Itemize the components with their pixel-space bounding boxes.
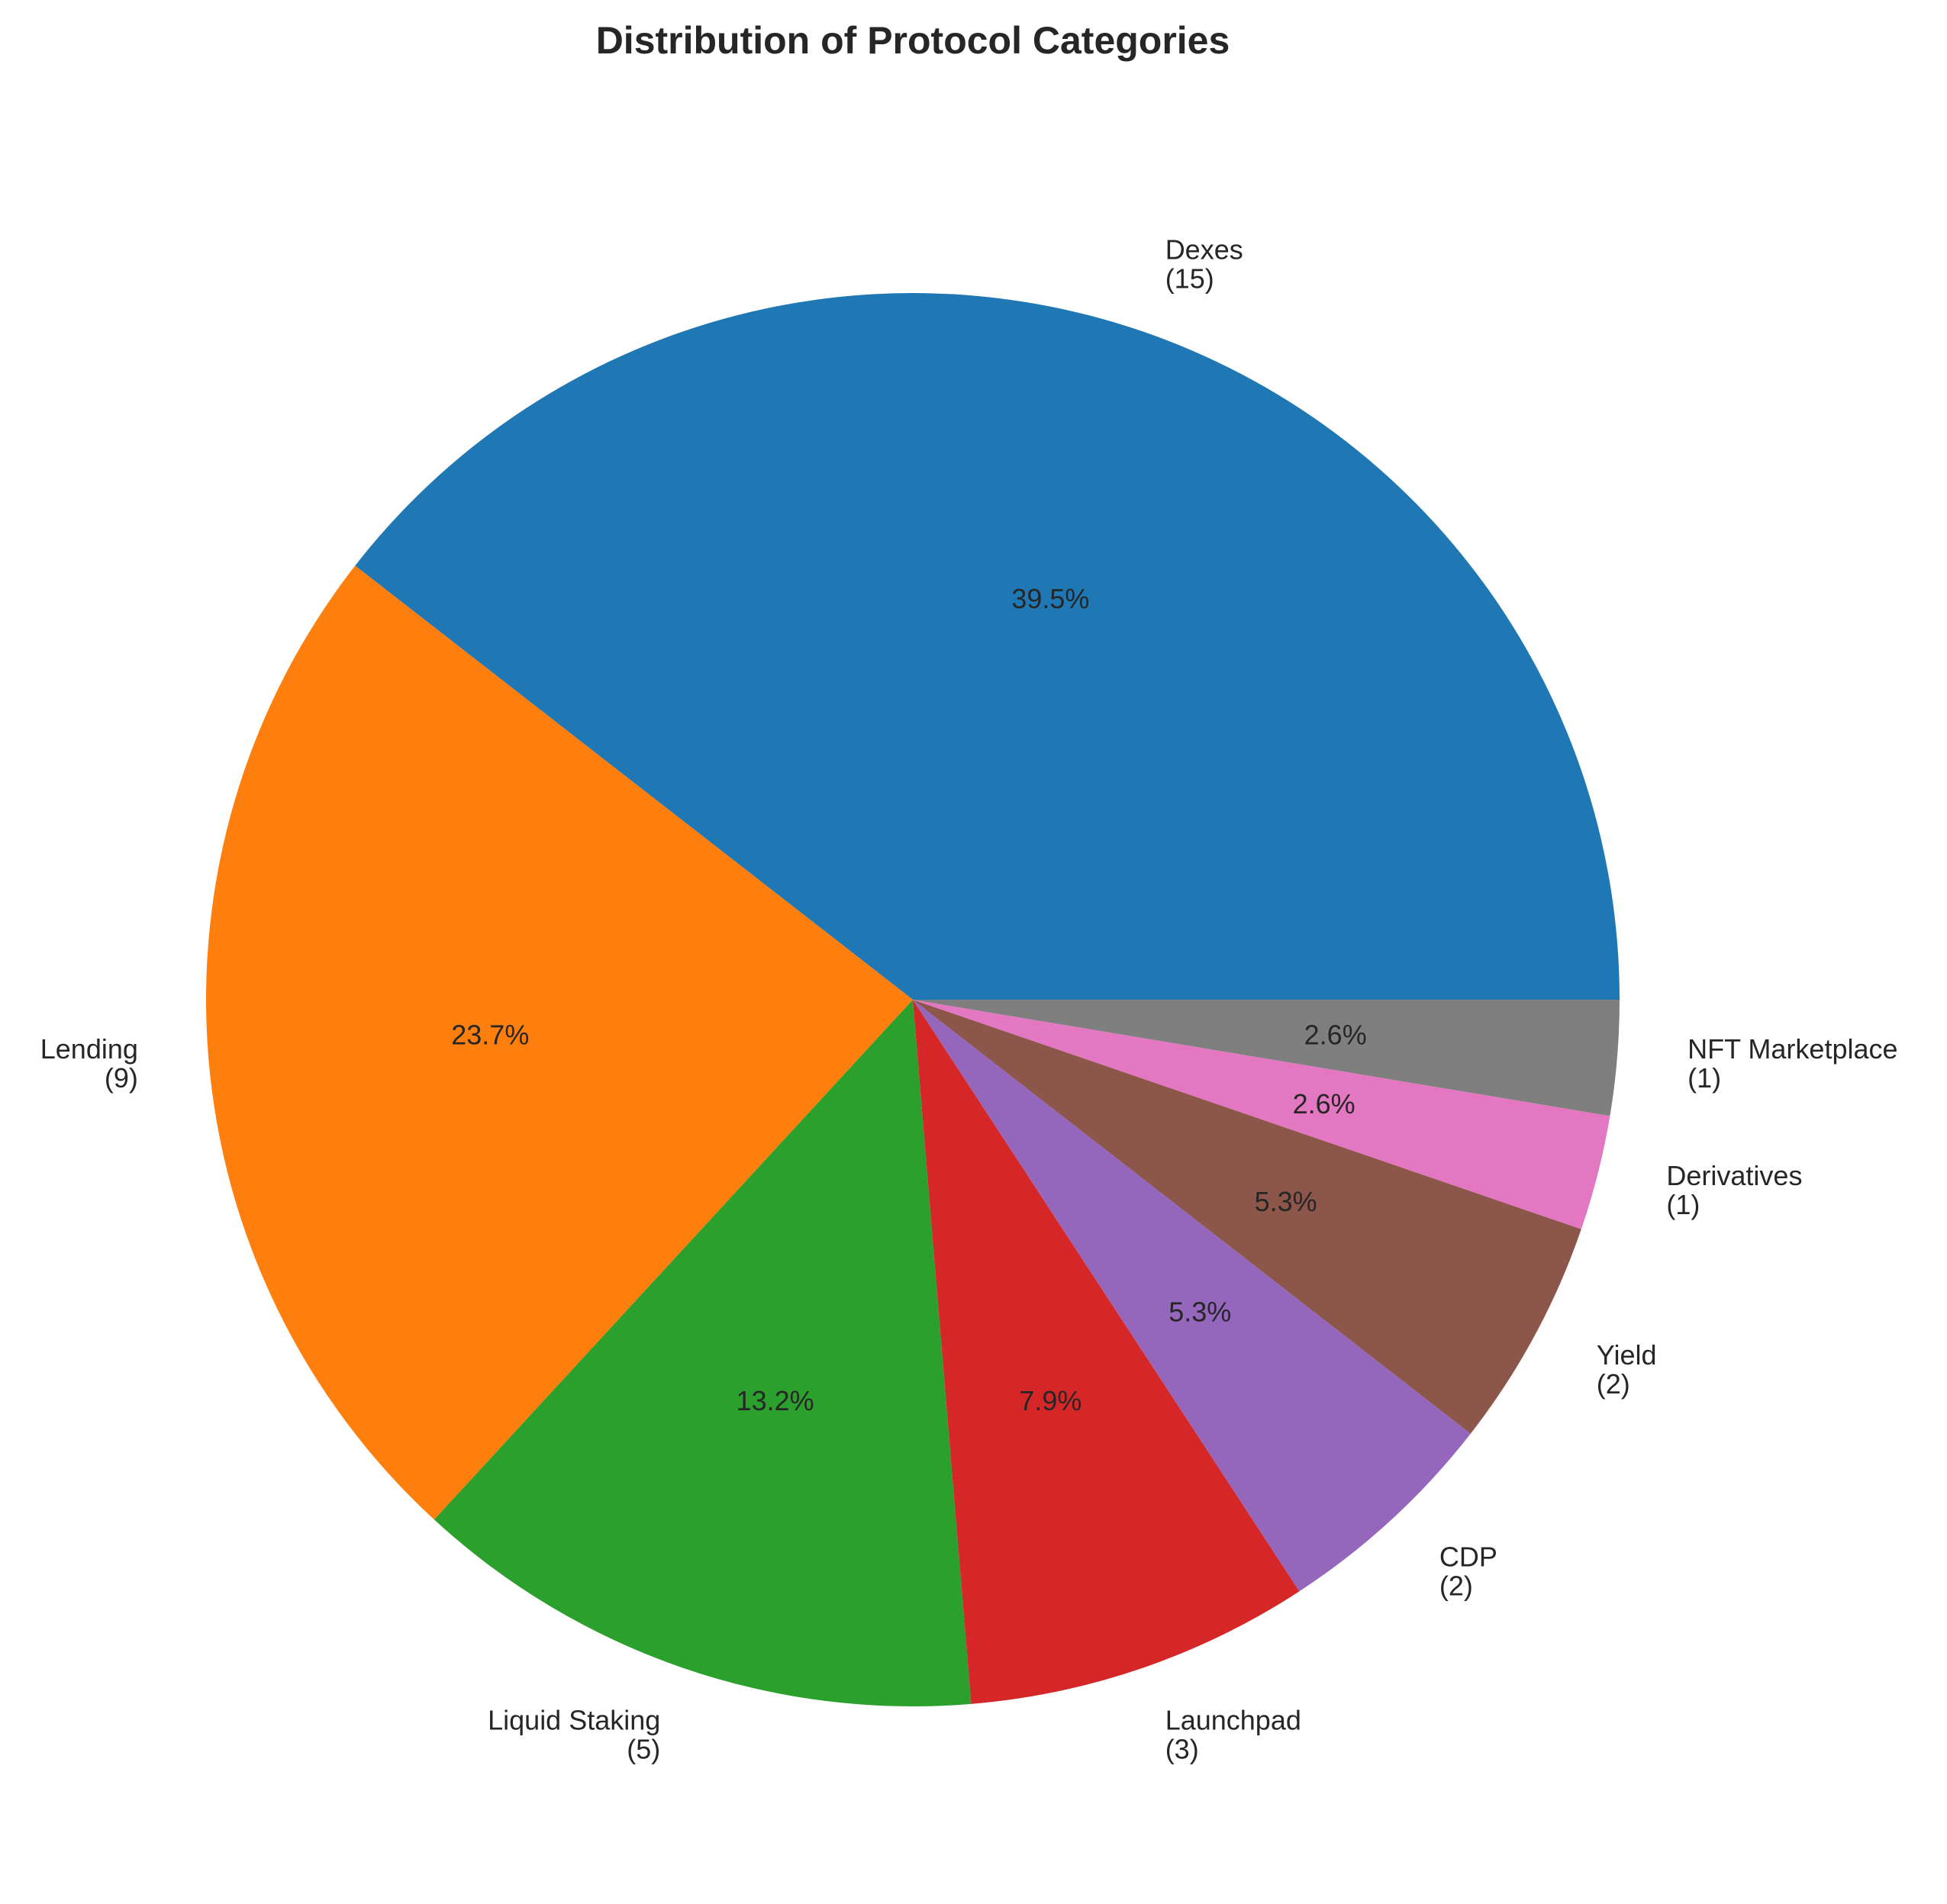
pie-slice-liquid-staking xyxy=(434,1000,972,1707)
percent-label: 7.9% xyxy=(1019,1385,1081,1416)
percent-label: 2.6% xyxy=(1304,1019,1367,1050)
category-count: (2) xyxy=(1597,1368,1630,1400)
category-label: Derivatives (1) xyxy=(1666,1160,1802,1220)
pie-slice-derivatives xyxy=(913,1000,1610,1229)
category-count: (2) xyxy=(1439,1570,1473,1601)
percent-label: 2.6% xyxy=(1293,1088,1355,1120)
category-label: NFT Marketplace (1) xyxy=(1688,1033,1897,1094)
pie-slice-launchpad xyxy=(913,1000,1300,1704)
category-name: Lending xyxy=(40,1033,138,1065)
category-label: Dexes (15) xyxy=(1165,234,1243,295)
pie-slice-nft-marketplace xyxy=(913,1000,1620,1116)
pie-slices xyxy=(206,293,1620,1707)
category-count: (5) xyxy=(627,1733,660,1764)
pie-slice-dexes xyxy=(355,293,1620,1000)
category-name: NFT Marketplace xyxy=(1688,1033,1897,1065)
category-label: Lending (9) xyxy=(40,1033,138,1094)
percent-label: 5.3% xyxy=(1255,1186,1317,1217)
pie-slice-lending xyxy=(206,565,914,1520)
category-name: Launchpad xyxy=(1165,1704,1301,1735)
category-name: Liquid Staking xyxy=(488,1704,660,1735)
category-name: CDP xyxy=(1439,1541,1497,1572)
category-label: CDP (2) xyxy=(1439,1541,1497,1601)
category-count: (15) xyxy=(1165,263,1214,295)
percent-label: 13.2% xyxy=(737,1385,814,1416)
chart-title: Distribution of Protocol Categories xyxy=(596,19,1230,62)
category-name: Dexes xyxy=(1165,234,1243,266)
category-label: Yield (2) xyxy=(1597,1339,1657,1400)
category-label: Liquid Staking (5) xyxy=(488,1704,660,1764)
category-name: Yield xyxy=(1597,1339,1657,1371)
category-count: (3) xyxy=(1165,1733,1199,1764)
percent-label: 39.5% xyxy=(1011,583,1089,614)
category-labels: Dexes (15) Lending (9) Liquid Staking (5) Laun… xyxy=(40,234,1898,1765)
category-count: (9) xyxy=(105,1062,138,1094)
category-count: (1) xyxy=(1666,1189,1700,1220)
percent-labels: 39.5% 23.7% 13.2% 7.9% 5.3% 5.3% 2.6% 2.6% xyxy=(451,583,1366,1416)
percent-label: 5.3% xyxy=(1169,1296,1231,1327)
percent-label: 23.7% xyxy=(451,1019,529,1050)
category-name: Derivatives xyxy=(1666,1160,1802,1191)
category-count: (1) xyxy=(1688,1062,1721,1094)
pie-slice-yield xyxy=(913,1000,1581,1434)
pie-slice-cdp xyxy=(913,1000,1471,1592)
category-label: Launchpad (3) xyxy=(1165,1704,1301,1764)
